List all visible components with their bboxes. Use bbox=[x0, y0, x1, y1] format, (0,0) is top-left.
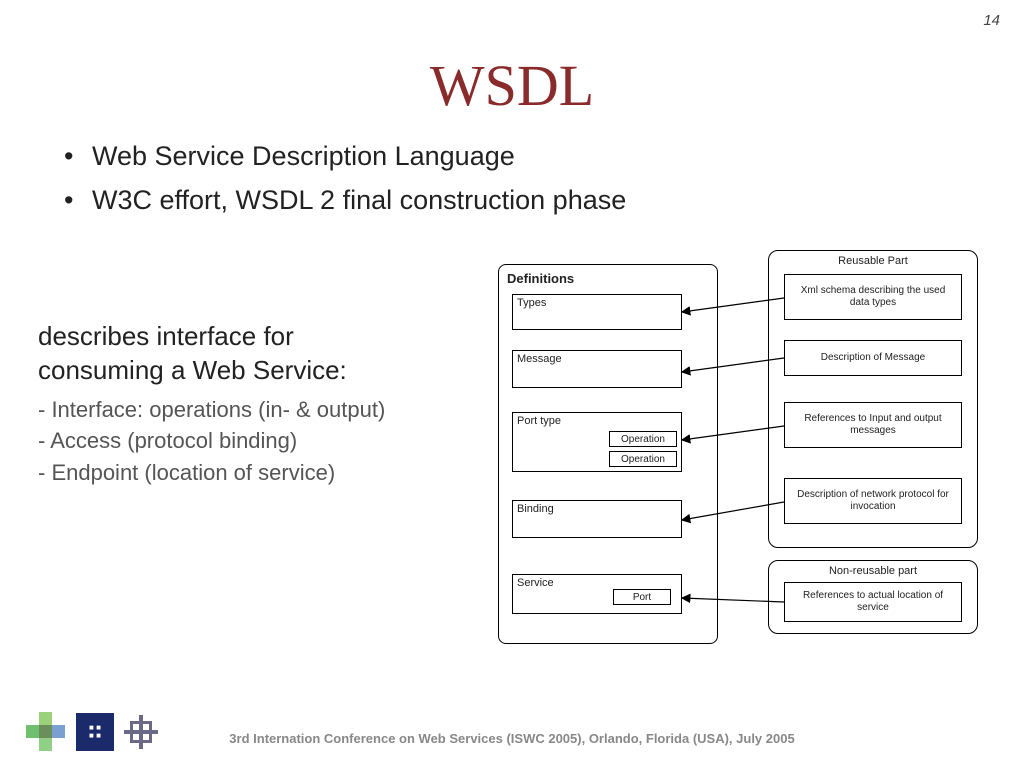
slide-title: WSDL bbox=[0, 52, 1024, 119]
message-box: Message bbox=[512, 350, 682, 388]
types-note: Xml schema describing the used data type… bbox=[784, 274, 962, 320]
types-label: Types bbox=[517, 297, 546, 309]
service-note: References to actual location of service bbox=[784, 582, 962, 622]
wsdl-diagram: Definitions Types Message Port type Oper… bbox=[498, 250, 998, 670]
bullet-item: W3C effort, WSDL 2 final construction ph… bbox=[64, 182, 626, 218]
port-box: Port bbox=[613, 589, 671, 605]
types-box: Types bbox=[512, 294, 682, 330]
binding-label: Binding bbox=[517, 503, 554, 515]
bullet-item: Web Service Description Language bbox=[64, 138, 626, 174]
binding-box: Binding bbox=[512, 500, 682, 538]
logo-sq bbox=[39, 712, 52, 725]
porttype-note: References to Input and output messages bbox=[784, 402, 962, 448]
bullet-list: Web Service Description Language W3C eff… bbox=[64, 138, 626, 227]
description-line: - Access (protocol binding) bbox=[38, 425, 478, 457]
message-label: Message bbox=[517, 353, 562, 365]
operation-box: Operation bbox=[609, 451, 677, 467]
description-line: - Interface: operations (in- & output) bbox=[38, 394, 478, 426]
description-line: - Endpoint (location of service) bbox=[38, 457, 478, 489]
message-note: Description of Message bbox=[784, 340, 962, 376]
description-heading: describes interface for consuming a Web … bbox=[38, 320, 478, 388]
description-block: describes interface for consuming a Web … bbox=[38, 320, 478, 489]
footer-text: 3rd Internation Conference on Web Servic… bbox=[0, 731, 1024, 746]
slide: 14 WSDL Web Service Description Language… bbox=[0, 0, 1024, 768]
operation-box: Operation bbox=[609, 431, 677, 447]
desc-heading-line: consuming a Web Service: bbox=[38, 355, 347, 385]
binding-note: Description of network protocol for invo… bbox=[784, 478, 962, 524]
service-box: Service Port bbox=[512, 574, 682, 614]
definitions-title: Definitions bbox=[507, 271, 574, 286]
nonreusable-title: Non-reusable part bbox=[769, 565, 977, 577]
porttype-label: Port type bbox=[517, 415, 561, 427]
service-label: Service bbox=[517, 577, 554, 589]
desc-heading-line: describes interface for bbox=[38, 321, 294, 351]
page-number: 14 bbox=[983, 12, 1000, 29]
reusable-title: Reusable Part bbox=[769, 255, 977, 267]
porttype-box: Port type Operation Operation bbox=[512, 412, 682, 472]
